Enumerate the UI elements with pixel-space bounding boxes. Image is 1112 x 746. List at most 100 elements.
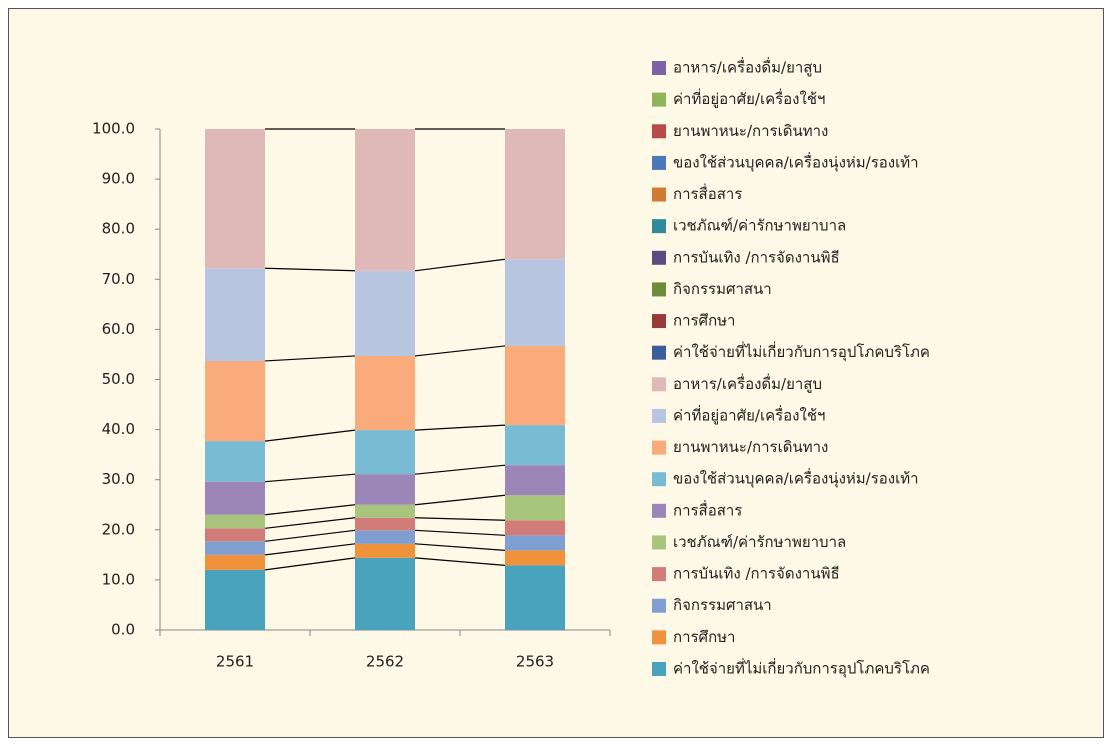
y-tick-label: 80.0 [102, 220, 135, 238]
series-line [414, 345, 506, 357]
series-line [264, 504, 356, 516]
series-line [414, 464, 506, 475]
bar-segment [355, 543, 415, 558]
bar-segment [505, 425, 565, 466]
bar-segment [355, 530, 415, 544]
bar-segment [205, 528, 265, 542]
series-line [264, 355, 356, 362]
bar-segment [355, 355, 415, 431]
y-tick-label: 0.0 [111, 621, 135, 639]
legend-label: การศึกษา [673, 312, 735, 330]
legend-label: ค่าใช้จ่ายที่ไม่เกี่ยวกับการอุปโภคบริโภค [673, 658, 930, 679]
legend-label: การบันเทิง /การจัดงานพิธี [673, 248, 840, 266]
bar-segment [355, 504, 415, 518]
bar-segment [205, 554, 265, 570]
legend-swatch [652, 472, 666, 487]
legend-label: การบันเทิง /การจัดงานพิธี [673, 565, 840, 583]
bar-segment [505, 520, 565, 536]
series-line [264, 429, 356, 442]
bar-segment [505, 495, 565, 521]
legend-label: กิจกรรมศาสนา [673, 596, 772, 614]
legend-swatch [652, 598, 666, 613]
legend-swatch [652, 408, 666, 423]
series-line [264, 543, 356, 556]
series-line [414, 517, 506, 521]
legend-swatch [652, 535, 666, 550]
bar-segment [205, 360, 265, 442]
legend-swatch [652, 250, 666, 265]
bar-segment [505, 465, 565, 496]
y-tick-label: 40.0 [102, 420, 135, 438]
legend-swatch [652, 92, 666, 107]
legend-swatch [652, 282, 666, 297]
legend-swatch [652, 377, 666, 392]
legend-swatch [652, 630, 666, 645]
legend-swatch [652, 61, 666, 75]
series-line [414, 529, 506, 536]
bar-segment [205, 481, 265, 515]
series-line [414, 557, 506, 566]
series-line [264, 517, 356, 529]
bar-segment [205, 441, 265, 482]
legend-label: ยานพาหนะ/การเดินทาง [673, 122, 828, 140]
legend-swatch [652, 219, 666, 234]
bar-segment [205, 129, 265, 269]
legend-label: ค่าที่อยู่อาศัย/เครื่องใช้ฯ [673, 88, 825, 108]
legend-label: เวชภัณฑ์/ค่ารักษาพยาบาล [673, 217, 846, 235]
y-tick-label: 10.0 [102, 570, 135, 588]
bar-segment [355, 129, 415, 271]
legend-label: อาหาร/เครื่องดื่ม/ยาสูบ [673, 57, 822, 77]
x-tick-label: 2562 [366, 653, 404, 671]
legend-swatch [652, 124, 666, 139]
y-tick-label: 20.0 [102, 520, 135, 538]
bar-segment [355, 474, 415, 505]
x-tick-label: 2561 [216, 653, 254, 671]
bar-segment [505, 259, 565, 346]
series-line [414, 424, 506, 431]
legend-swatch [652, 314, 666, 329]
legend-label: กิจกรรมศาสนา [673, 280, 772, 298]
y-tick-label: 60.0 [102, 320, 135, 338]
legend-label: การสื่อสาร [673, 183, 742, 203]
legend-label: เวชภัณฑ์/ค่ารักษาพยาบาล [673, 533, 846, 551]
series-line [414, 258, 506, 272]
series-line [264, 473, 356, 483]
bar-segment [355, 270, 415, 356]
legend-label: การศึกษา [673, 628, 735, 646]
bar-segment [355, 517, 415, 531]
bar-segment [205, 541, 265, 555]
bar-segment [505, 535, 565, 551]
x-tick-label: 2563 [516, 653, 554, 671]
legend-swatch [652, 567, 666, 582]
bar-segment [505, 550, 565, 566]
legend-label: ค่าใช้จ่ายที่ไม่เกี่ยวกับการอุปโภคบริโภค [673, 341, 930, 362]
bar-segment [505, 345, 565, 426]
legend-label: อาหาร/เครื่องดื่ม/ยาสูบ [673, 373, 822, 393]
series-line [414, 543, 506, 551]
legend-swatch [652, 345, 666, 360]
bar-segment [505, 129, 565, 260]
legend-swatch [652, 155, 666, 170]
y-tick-label: 50.0 [102, 370, 135, 388]
series-line [264, 529, 356, 542]
y-tick-label: 70.0 [102, 270, 135, 288]
legend-label: ของใช้ส่วนบุคคล/เครื่องนุ่งห่ม/รองเท้า [673, 468, 919, 489]
legend-label: ยานพาหนะ/การเดินทาง [673, 438, 828, 456]
legend-swatch [652, 440, 666, 455]
series-line [414, 494, 506, 506]
legend-swatch [652, 503, 666, 518]
series-line [264, 557, 356, 571]
y-tick-label: 90.0 [102, 170, 135, 188]
bar-segment [505, 565, 565, 630]
legend-label: การสื่อสาร [673, 499, 742, 519]
series-line [264, 267, 356, 272]
bar-segment [205, 514, 265, 529]
bar-segment [355, 557, 415, 630]
y-tick-label: 30.0 [102, 470, 135, 488]
y-tick-label: 100.0 [92, 120, 135, 138]
legend-label: ของใช้ส่วนบุคคล/เครื่องนุ่งห่ม/รองเท้า [673, 151, 919, 172]
bar-segment [355, 430, 415, 475]
legend-swatch [652, 662, 666, 676]
bar-segment [205, 268, 265, 361]
